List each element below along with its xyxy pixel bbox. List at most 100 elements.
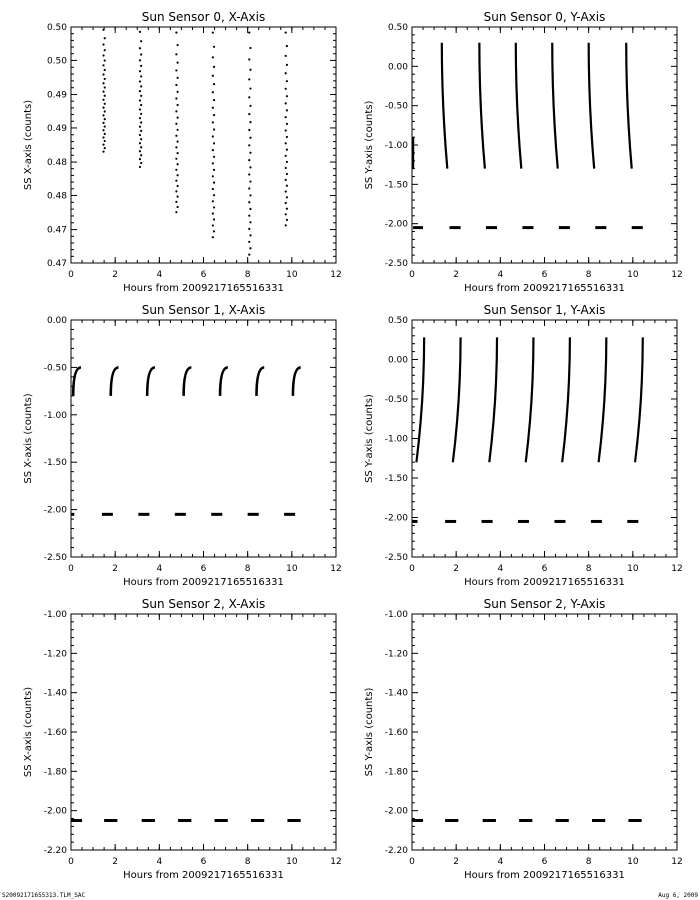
data-point [138, 142, 142, 145]
y-tick-label: 0.47 [47, 226, 67, 236]
data-point [103, 94, 106, 97]
data-point [285, 122, 289, 125]
x-tick-label: 8 [586, 564, 592, 574]
data-curve [451, 337, 462, 463]
data-point [248, 187, 251, 190]
data-curve [597, 337, 608, 463]
y-tick-label: -1.60 [385, 728, 409, 738]
data-point [138, 99, 142, 102]
data-curve [218, 366, 229, 396]
data-point [102, 143, 105, 146]
data-point [140, 40, 143, 43]
y-tick-label: -1.00 [44, 411, 68, 421]
data-point [140, 85, 143, 88]
plot-frame [70, 26, 337, 264]
data-curve [625, 42, 633, 169]
data-point [211, 224, 214, 227]
data-point [284, 87, 287, 90]
data-point [103, 77, 106, 81]
y-tick-label: -0.50 [385, 395, 409, 405]
data-point [103, 59, 106, 62]
data-point [211, 91, 214, 94]
data-point [212, 98, 216, 102]
data-point [102, 54, 105, 57]
data-point [175, 97, 178, 100]
chart-title: Sun Sensor 2, Y-Axis [484, 597, 606, 611]
y-tick-label: -0.50 [385, 102, 409, 112]
data-point [212, 155, 216, 158]
data-point [138, 90, 142, 93]
data-point [249, 247, 252, 250]
data-point [175, 53, 178, 56]
y-tick-label: -1.00 [385, 435, 409, 445]
data-point [249, 68, 252, 71]
data-point [248, 58, 251, 61]
data-point [102, 73, 105, 76]
data-point [211, 149, 214, 152]
data-point [176, 128, 179, 131]
data-point [249, 207, 252, 211]
data-point [102, 64, 105, 67]
x-tick-label: 10 [286, 270, 298, 280]
data-curve [291, 366, 301, 396]
footer-filename: S20092171655313.TLM_SAC [2, 892, 86, 899]
data-point [249, 180, 252, 183]
data-curve [415, 337, 426, 463]
x-tick-label: 10 [627, 857, 639, 867]
plot-frame [70, 613, 337, 851]
y-tick-label: -1.80 [385, 767, 409, 777]
data-point [138, 30, 142, 33]
data-point [212, 114, 216, 117]
data-point [249, 234, 252, 237]
data-point [284, 142, 287, 145]
data-point [103, 110, 106, 113]
y-tick-label: -1.50 [44, 458, 68, 468]
data-point [211, 135, 214, 138]
data-point [140, 138, 143, 141]
data-point [284, 224, 287, 227]
data-point [175, 200, 178, 203]
data-curve [488, 337, 499, 463]
data-point [211, 106, 214, 109]
data-point [176, 140, 179, 143]
data-point [248, 227, 251, 230]
x-tick-label: 2 [453, 270, 459, 280]
data-point [175, 122, 178, 125]
data-point [103, 147, 106, 150]
data-point [212, 230, 216, 233]
data-point [285, 184, 289, 187]
data-point [285, 135, 289, 139]
data-point [140, 94, 143, 97]
y-tick-label: -2.50 [385, 553, 409, 563]
y-tick-label: -2.20 [44, 846, 68, 856]
data-point [211, 236, 214, 239]
y-tick-label: -1.80 [44, 767, 68, 777]
x-tick-label: 8 [245, 857, 251, 867]
data-point [212, 142, 216, 145]
data-point [248, 159, 251, 162]
data-point [248, 173, 251, 176]
data-point [285, 95, 289, 98]
data-point [248, 128, 251, 132]
data-point [285, 218, 289, 221]
data-point [175, 69, 178, 72]
data-point [138, 125, 142, 128]
data-point [211, 74, 214, 77]
data-point [248, 201, 251, 204]
data-point [249, 87, 252, 90]
x-axis-label: Hours from 2009217165516331 [464, 870, 625, 881]
y-axis-label: SS Y-axis (counts) [364, 394, 375, 483]
data-point [285, 148, 289, 151]
y-tick-label: 0.50 [47, 23, 67, 33]
data-point [249, 136, 252, 139]
chart-panel-4: Sun Sensor 1, Y-Axis Hours from 200921716… [364, 303, 683, 588]
data-point [285, 63, 289, 66]
data-point [138, 117, 142, 120]
data-point [102, 28, 105, 31]
data-point [284, 54, 287, 58]
x-tick-label: 2 [453, 857, 459, 867]
y-tick-label: 0.00 [47, 316, 67, 326]
y-tick-label: 0.49 [47, 124, 67, 134]
data-point [285, 44, 289, 48]
y-tick-label: 0.00 [388, 356, 408, 366]
